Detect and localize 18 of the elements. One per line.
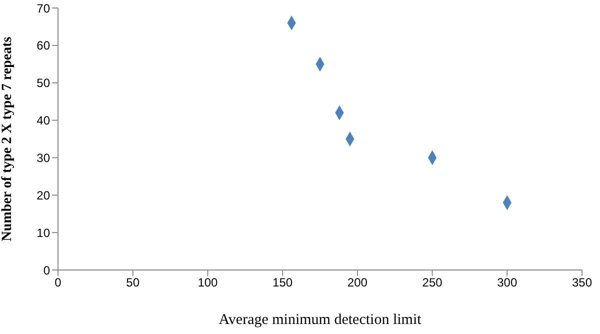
x-tick-label: 100 bbox=[198, 276, 218, 290]
x-tick-label: 350 bbox=[572, 276, 592, 290]
x-tick-label: 250 bbox=[422, 276, 443, 290]
y-tick-label: 50 bbox=[36, 76, 50, 90]
x-tick-label: 200 bbox=[347, 276, 368, 290]
y-tick-label: 30 bbox=[36, 150, 50, 165]
y-tick-label: 70 bbox=[36, 1, 50, 16]
y-tick-label: 0 bbox=[43, 263, 50, 278]
y-tick-label: 10 bbox=[36, 226, 50, 240]
y-tick-label: 20 bbox=[36, 188, 50, 202]
x-tick-label: 0 bbox=[54, 276, 62, 290]
x-tick-label: 300 bbox=[497, 276, 518, 290]
x-tick-label: 50 bbox=[126, 276, 140, 290]
y-axis-title: Number of type 2 X type 7 repeats bbox=[0, 36, 15, 242]
x-tick-label: 150 bbox=[272, 276, 293, 290]
y-tick-label: 60 bbox=[36, 38, 50, 53]
x-axis-title: Average minimum detection limit bbox=[218, 312, 422, 328]
y-tick-label: 40 bbox=[36, 114, 50, 128]
